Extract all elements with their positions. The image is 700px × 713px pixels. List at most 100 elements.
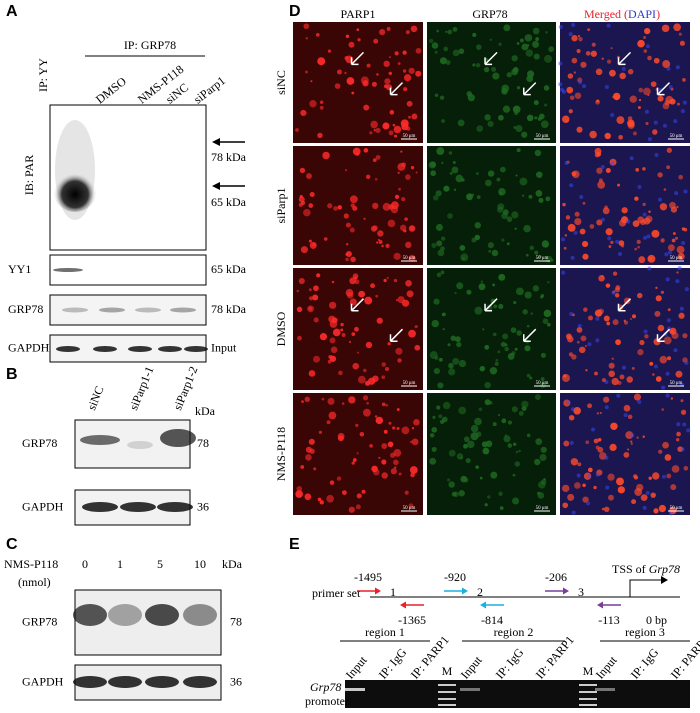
cell [522,309,528,315]
cell [440,270,445,275]
scale-label: 50 μm [403,381,416,386]
cell [532,40,540,48]
cell [648,476,652,480]
cell [457,119,465,127]
cell [655,295,662,302]
cell [381,472,388,479]
cell [670,329,675,334]
cell [512,473,516,477]
cell [309,448,315,454]
cell [645,121,649,126]
cell [404,74,412,82]
dapi [587,342,592,347]
cell [484,344,490,350]
cell [463,443,468,449]
cell [673,23,682,32]
dapi [595,316,600,321]
cell [383,278,387,283]
cell [313,355,320,363]
cell [405,241,412,249]
label: -1495 [354,570,382,584]
cell [608,362,615,369]
cell [374,178,378,181]
cell [317,132,323,139]
cell [627,68,634,75]
cell [484,114,491,121]
cell [670,206,678,213]
panel-label: E [289,536,300,553]
cell [349,277,357,285]
dapi [677,266,682,271]
cell [308,438,315,445]
cell [667,244,675,252]
cell [476,195,481,200]
cell [660,238,665,243]
cell [658,504,667,513]
cell [394,194,400,199]
cell [434,50,438,54]
cell [359,432,365,437]
cell [659,355,668,364]
dapi [564,160,569,165]
cell [540,382,547,389]
cell [303,208,311,217]
cell [536,171,543,179]
cell [642,202,646,206]
cell [637,245,640,249]
title-part: ) [656,7,660,21]
pointer [523,328,537,342]
label: 78 [230,614,242,628]
cell [300,246,308,254]
cell [369,131,373,135]
cell [612,95,615,99]
cell [576,340,580,344]
cell [346,77,355,85]
title-part: Merged ( [584,7,628,21]
cell [487,242,494,249]
cell [458,406,467,415]
cell [587,403,593,409]
cell [300,465,305,469]
label: 0 [82,557,88,571]
cell [568,414,575,421]
primer-head [480,601,486,609]
band [80,435,120,445]
cell [375,416,384,425]
cell [309,191,315,197]
pointer [389,328,404,342]
cell [474,417,482,426]
cell [433,368,440,375]
cell [677,102,680,106]
label: NMS-P118 [4,557,58,571]
cell [506,242,510,246]
dapi [658,197,663,202]
cell [621,207,628,214]
dapi [643,329,648,334]
label: GRP78 [472,7,507,21]
dapi [653,120,658,125]
cell [386,84,393,91]
cell [642,435,645,438]
cell [449,171,453,175]
cell [459,244,466,251]
cell [355,504,361,510]
cell [537,116,542,121]
dapi [607,236,612,241]
dapi [606,23,611,28]
cell [415,171,418,174]
cell [496,206,504,213]
cell [529,245,535,251]
cell [610,47,613,50]
cell [537,491,541,495]
cell [363,104,370,111]
cell [680,399,684,403]
cell [593,438,599,444]
cell [577,462,582,467]
lane-label: IP: IgG [493,645,527,682]
dapi [681,240,686,245]
cell [540,377,545,381]
cell [603,315,610,322]
label: primer set [312,586,361,600]
dapi [686,428,691,433]
cell [605,168,611,174]
